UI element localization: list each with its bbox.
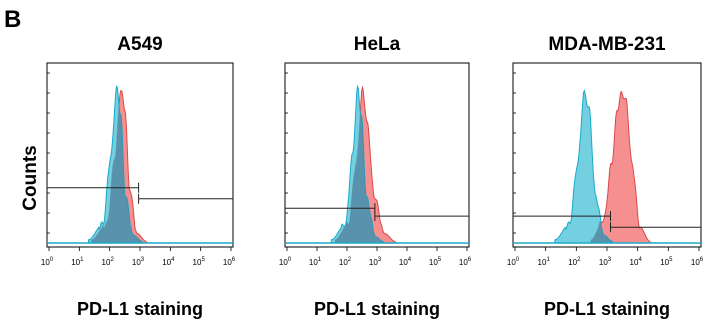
histogram-panel-3: MDA-MB-231 100 101 102 103 104 105 106 PD-L1 sta…	[507, 34, 704, 319]
x-tick-label: 100	[41, 257, 54, 267]
x-tick-label: 101	[309, 257, 322, 267]
x-tick-label: 100	[507, 257, 520, 267]
x-tick-label: 105	[660, 257, 673, 267]
x-tick-label: 101	[71, 257, 84, 267]
histogram-panel-2: HeLa 100 101 102 103 104 105 106 PD-L1 staining	[279, 34, 472, 319]
x-tick-label: 102	[339, 257, 352, 267]
x-axis-label: PD-L1 staining	[77, 299, 203, 319]
x-tick-label: 103	[132, 257, 145, 267]
x-tick-label: 103	[369, 257, 382, 267]
x-axis-label: PD-L1 staining	[544, 299, 670, 319]
x-tick-label: 106	[691, 257, 704, 267]
panel-title: HeLa	[354, 34, 401, 55]
x-axis-label: PD-L1 staining	[314, 299, 440, 319]
x-tick-label: 104	[162, 257, 175, 267]
plot-frame	[46, 62, 234, 248]
panel-title: A549	[117, 34, 162, 55]
panel-title: MDA-MB-231	[548, 34, 666, 55]
x-tick-label: 106	[459, 257, 472, 267]
x-tick-label: 104	[630, 257, 643, 267]
x-tick-label: 102	[568, 257, 581, 267]
y-axis-label: Counts	[20, 145, 41, 210]
x-tick-label: 105	[193, 257, 206, 267]
x-tick-label: 103	[599, 257, 612, 267]
histogram-panel-1: A549 100 101 102 103 104 105 106 PD-L1 staining	[41, 34, 236, 319]
x-tick-label: 106	[223, 257, 236, 267]
x-tick-label: 100	[279, 257, 292, 267]
panel-label: B	[4, 6, 21, 33]
x-tick-label: 101	[538, 257, 551, 267]
overlap-region	[91, 90, 143, 243]
x-tick-label: 102	[102, 257, 115, 267]
x-tick-label: 105	[429, 257, 442, 267]
x-tick-label: 104	[399, 257, 412, 267]
